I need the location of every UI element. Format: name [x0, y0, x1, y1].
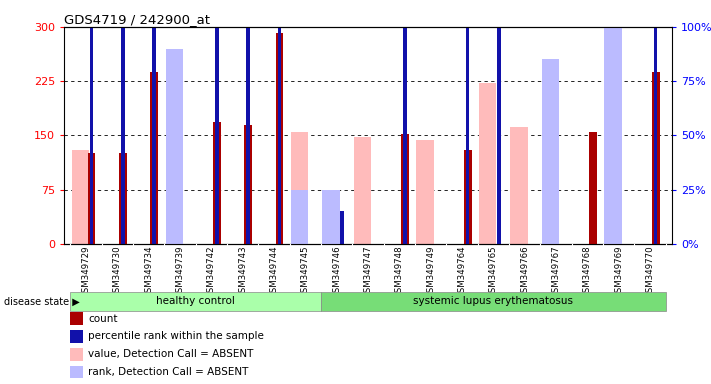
Bar: [70, 330, 83, 343]
Bar: [542, 60, 559, 244]
Bar: [291, 132, 309, 244]
Text: GSM349746: GSM349746: [332, 245, 341, 298]
Bar: [90, 0, 93, 244]
Text: systemic lupus erythematosus: systemic lupus erythematosus: [413, 296, 573, 306]
Text: GSM349770: GSM349770: [646, 245, 654, 298]
Bar: [401, 134, 409, 244]
Bar: [166, 168, 183, 244]
Bar: [652, 72, 660, 244]
Bar: [322, 190, 340, 244]
Text: GSM349766: GSM349766: [520, 245, 529, 298]
Bar: [121, 0, 125, 244]
Bar: [70, 348, 83, 361]
Text: GSM349744: GSM349744: [269, 245, 279, 298]
Bar: [417, 141, 434, 244]
Bar: [166, 49, 183, 244]
Bar: [542, 182, 559, 244]
Bar: [341, 211, 344, 244]
Text: GSM349765: GSM349765: [488, 245, 498, 298]
Bar: [497, 0, 501, 244]
Text: GSM349767: GSM349767: [552, 245, 560, 298]
Bar: [278, 0, 282, 244]
Text: GSM349730: GSM349730: [113, 245, 122, 298]
Bar: [604, 133, 621, 244]
Bar: [479, 83, 496, 244]
Bar: [589, 132, 597, 244]
Bar: [653, 0, 658, 244]
Text: GSM349739: GSM349739: [176, 245, 184, 298]
Text: GSM349764: GSM349764: [457, 245, 466, 298]
Text: GSM349745: GSM349745: [301, 245, 310, 298]
Bar: [245, 124, 252, 244]
Text: GDS4719 / 242900_at: GDS4719 / 242900_at: [64, 13, 210, 26]
Bar: [213, 122, 221, 244]
Text: GSM349747: GSM349747: [363, 245, 373, 298]
Bar: [276, 33, 284, 244]
Text: count: count: [88, 314, 118, 324]
Bar: [152, 0, 156, 244]
Bar: [464, 150, 471, 244]
Bar: [604, 0, 621, 244]
Bar: [403, 0, 407, 244]
Text: GSM349769: GSM349769: [614, 245, 623, 298]
Bar: [466, 0, 469, 244]
Bar: [72, 150, 89, 244]
Bar: [87, 154, 95, 244]
Text: GSM349734: GSM349734: [144, 245, 153, 298]
Bar: [215, 0, 219, 244]
Text: GSM349743: GSM349743: [238, 245, 247, 298]
Text: GSM349749: GSM349749: [426, 245, 435, 298]
Text: GSM349742: GSM349742: [207, 245, 215, 298]
Bar: [150, 72, 158, 244]
Text: disease state ▶: disease state ▶: [4, 296, 80, 306]
Bar: [70, 366, 83, 378]
Text: GSM349748: GSM349748: [395, 245, 404, 298]
Bar: [119, 154, 127, 244]
Text: GSM349768: GSM349768: [583, 245, 592, 298]
Text: percentile rank within the sample: percentile rank within the sample: [88, 331, 264, 341]
Bar: [246, 0, 250, 244]
Bar: [291, 190, 309, 244]
Text: value, Detection Call = ABSENT: value, Detection Call = ABSENT: [88, 349, 254, 359]
Bar: [322, 208, 340, 244]
Bar: [510, 127, 528, 244]
Bar: [70, 312, 83, 325]
Text: healthy control: healthy control: [156, 296, 235, 306]
Bar: [353, 137, 371, 244]
Text: rank, Detection Call = ABSENT: rank, Detection Call = ABSENT: [88, 367, 249, 377]
Text: GSM349729: GSM349729: [82, 245, 90, 298]
FancyBboxPatch shape: [321, 292, 665, 311]
FancyBboxPatch shape: [70, 292, 321, 311]
